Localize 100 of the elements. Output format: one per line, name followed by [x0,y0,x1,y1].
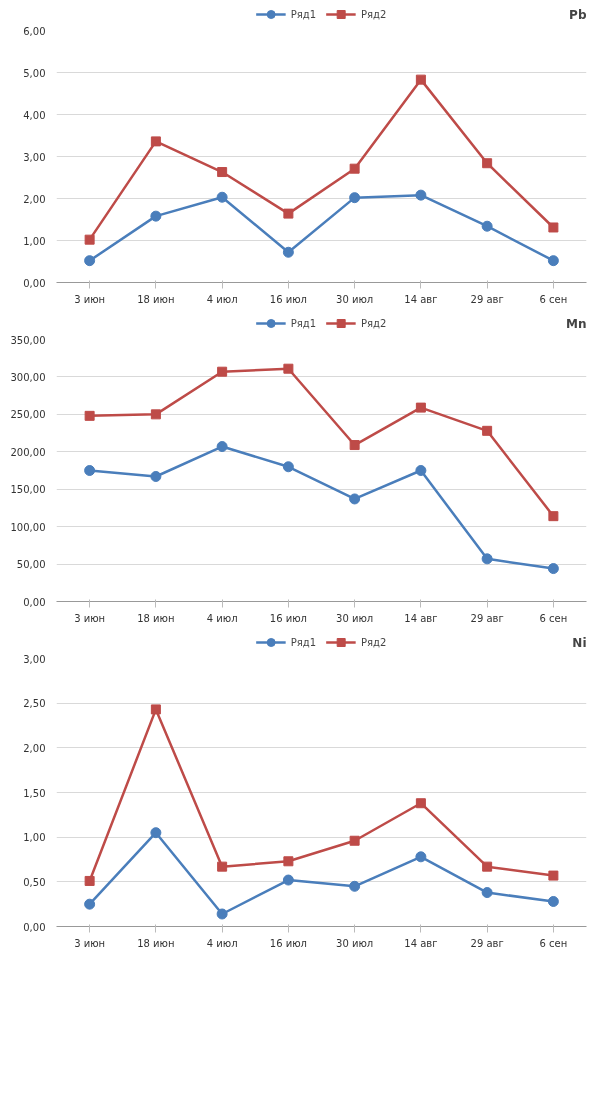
legend-label: Ряд2 [361,636,387,648]
point [150,704,161,715]
point [482,425,493,436]
x-tick-label: 16 июл [269,937,307,949]
y-tick-label: 6,00 [23,25,46,37]
point [349,880,361,892]
y-tick-label: 2,00 [23,742,46,754]
point [150,409,161,420]
point [216,908,228,920]
point [482,861,493,872]
x-tick-label: 6 сен [539,293,568,305]
point [282,461,294,473]
point [283,856,294,867]
legend-label: Ряд1 [290,636,316,648]
point [217,366,228,377]
point [349,163,360,174]
point [216,191,228,203]
x-tick-label: 18 июн [137,612,175,624]
point [150,827,162,839]
point [548,511,559,522]
point [84,410,95,421]
point [283,208,294,219]
x-tick-label: 14 авг [404,937,438,949]
y-tick-label: 300,00 [10,371,46,383]
y-tick-label: 50,00 [16,559,46,571]
x-tick-label: 3 июн [74,293,106,305]
point [150,210,162,222]
y-tick-label: 1,50 [23,787,46,799]
point [547,255,559,267]
point [415,74,426,85]
point [84,234,95,245]
point [349,440,360,451]
x-tick-label: 30 июл [336,612,374,624]
y-tick-label: 350,00 [10,334,46,346]
y-tick-label: 1,00 [23,235,46,247]
point [548,222,559,233]
x-tick-label: 6 сен [539,612,568,624]
point [547,563,559,575]
y-tick-label: 200,00 [10,446,46,458]
y-tick-label: 0,00 [23,921,46,933]
point [481,887,493,899]
y-tick-label: 3,00 [23,653,46,665]
point [481,220,493,232]
point [150,136,161,147]
y-tick-label: 5,00 [23,67,46,79]
x-tick-label: 16 июл [269,293,307,305]
point [216,441,228,453]
legend-label: Ряд2 [361,317,387,329]
x-tick-label: 18 июн [137,937,175,949]
legend-label: Ряд2 [361,8,387,20]
point [415,798,426,809]
x-tick-label: 29 авг [470,937,504,949]
point [283,363,294,374]
point [481,553,493,565]
point [84,898,96,910]
y-tick-label: 1,00 [23,832,46,844]
y-tick-label: 0,50 [23,876,46,888]
point [84,465,96,476]
legend-label: Ряд1 [290,8,316,20]
y-tick-label: 4,00 [23,109,46,121]
y-tick-label: 250,00 [10,409,46,421]
point [349,192,361,204]
legend-label: Ряд1 [290,317,316,329]
point [282,246,294,258]
x-tick-label: 29 авг [470,293,504,305]
point [282,874,294,886]
chart-title: Ni [572,635,587,650]
x-tick-label: 30 июл [336,293,374,305]
y-tick-label: 3,00 [23,151,46,163]
x-tick-label: 30 июл [336,937,374,949]
point [548,870,559,881]
point [415,465,427,476]
x-tick-label: 3 июн [74,937,106,949]
point [415,189,427,201]
x-tick-label: 4 июл [206,937,238,949]
point [150,471,162,482]
point [349,493,361,505]
x-tick-label: 4 июл [206,293,238,305]
point [217,167,228,178]
y-tick-label: 0,00 [23,277,46,289]
y-tick-label: 150,00 [10,484,46,496]
x-tick-label: 29 авг [470,612,504,624]
chart-title: Mn [566,316,587,331]
x-tick-label: 4 июл [206,612,238,624]
point [84,875,95,886]
point [547,896,559,907]
chart-title: Pb [569,7,587,22]
point [217,861,228,872]
x-tick-label: 3 июн [74,612,106,624]
x-tick-label: 14 авг [404,293,438,305]
y-tick-label: 100,00 [10,521,46,533]
point [84,255,96,267]
x-tick-label: 16 июл [269,612,307,624]
point [415,402,426,413]
point [349,835,360,846]
y-tick-label: 0,00 [23,596,46,608]
x-tick-label: 6 сен [539,937,568,949]
point [415,851,427,863]
y-tick-label: 2,50 [23,698,46,710]
y-tick-label: 2,00 [23,193,46,205]
